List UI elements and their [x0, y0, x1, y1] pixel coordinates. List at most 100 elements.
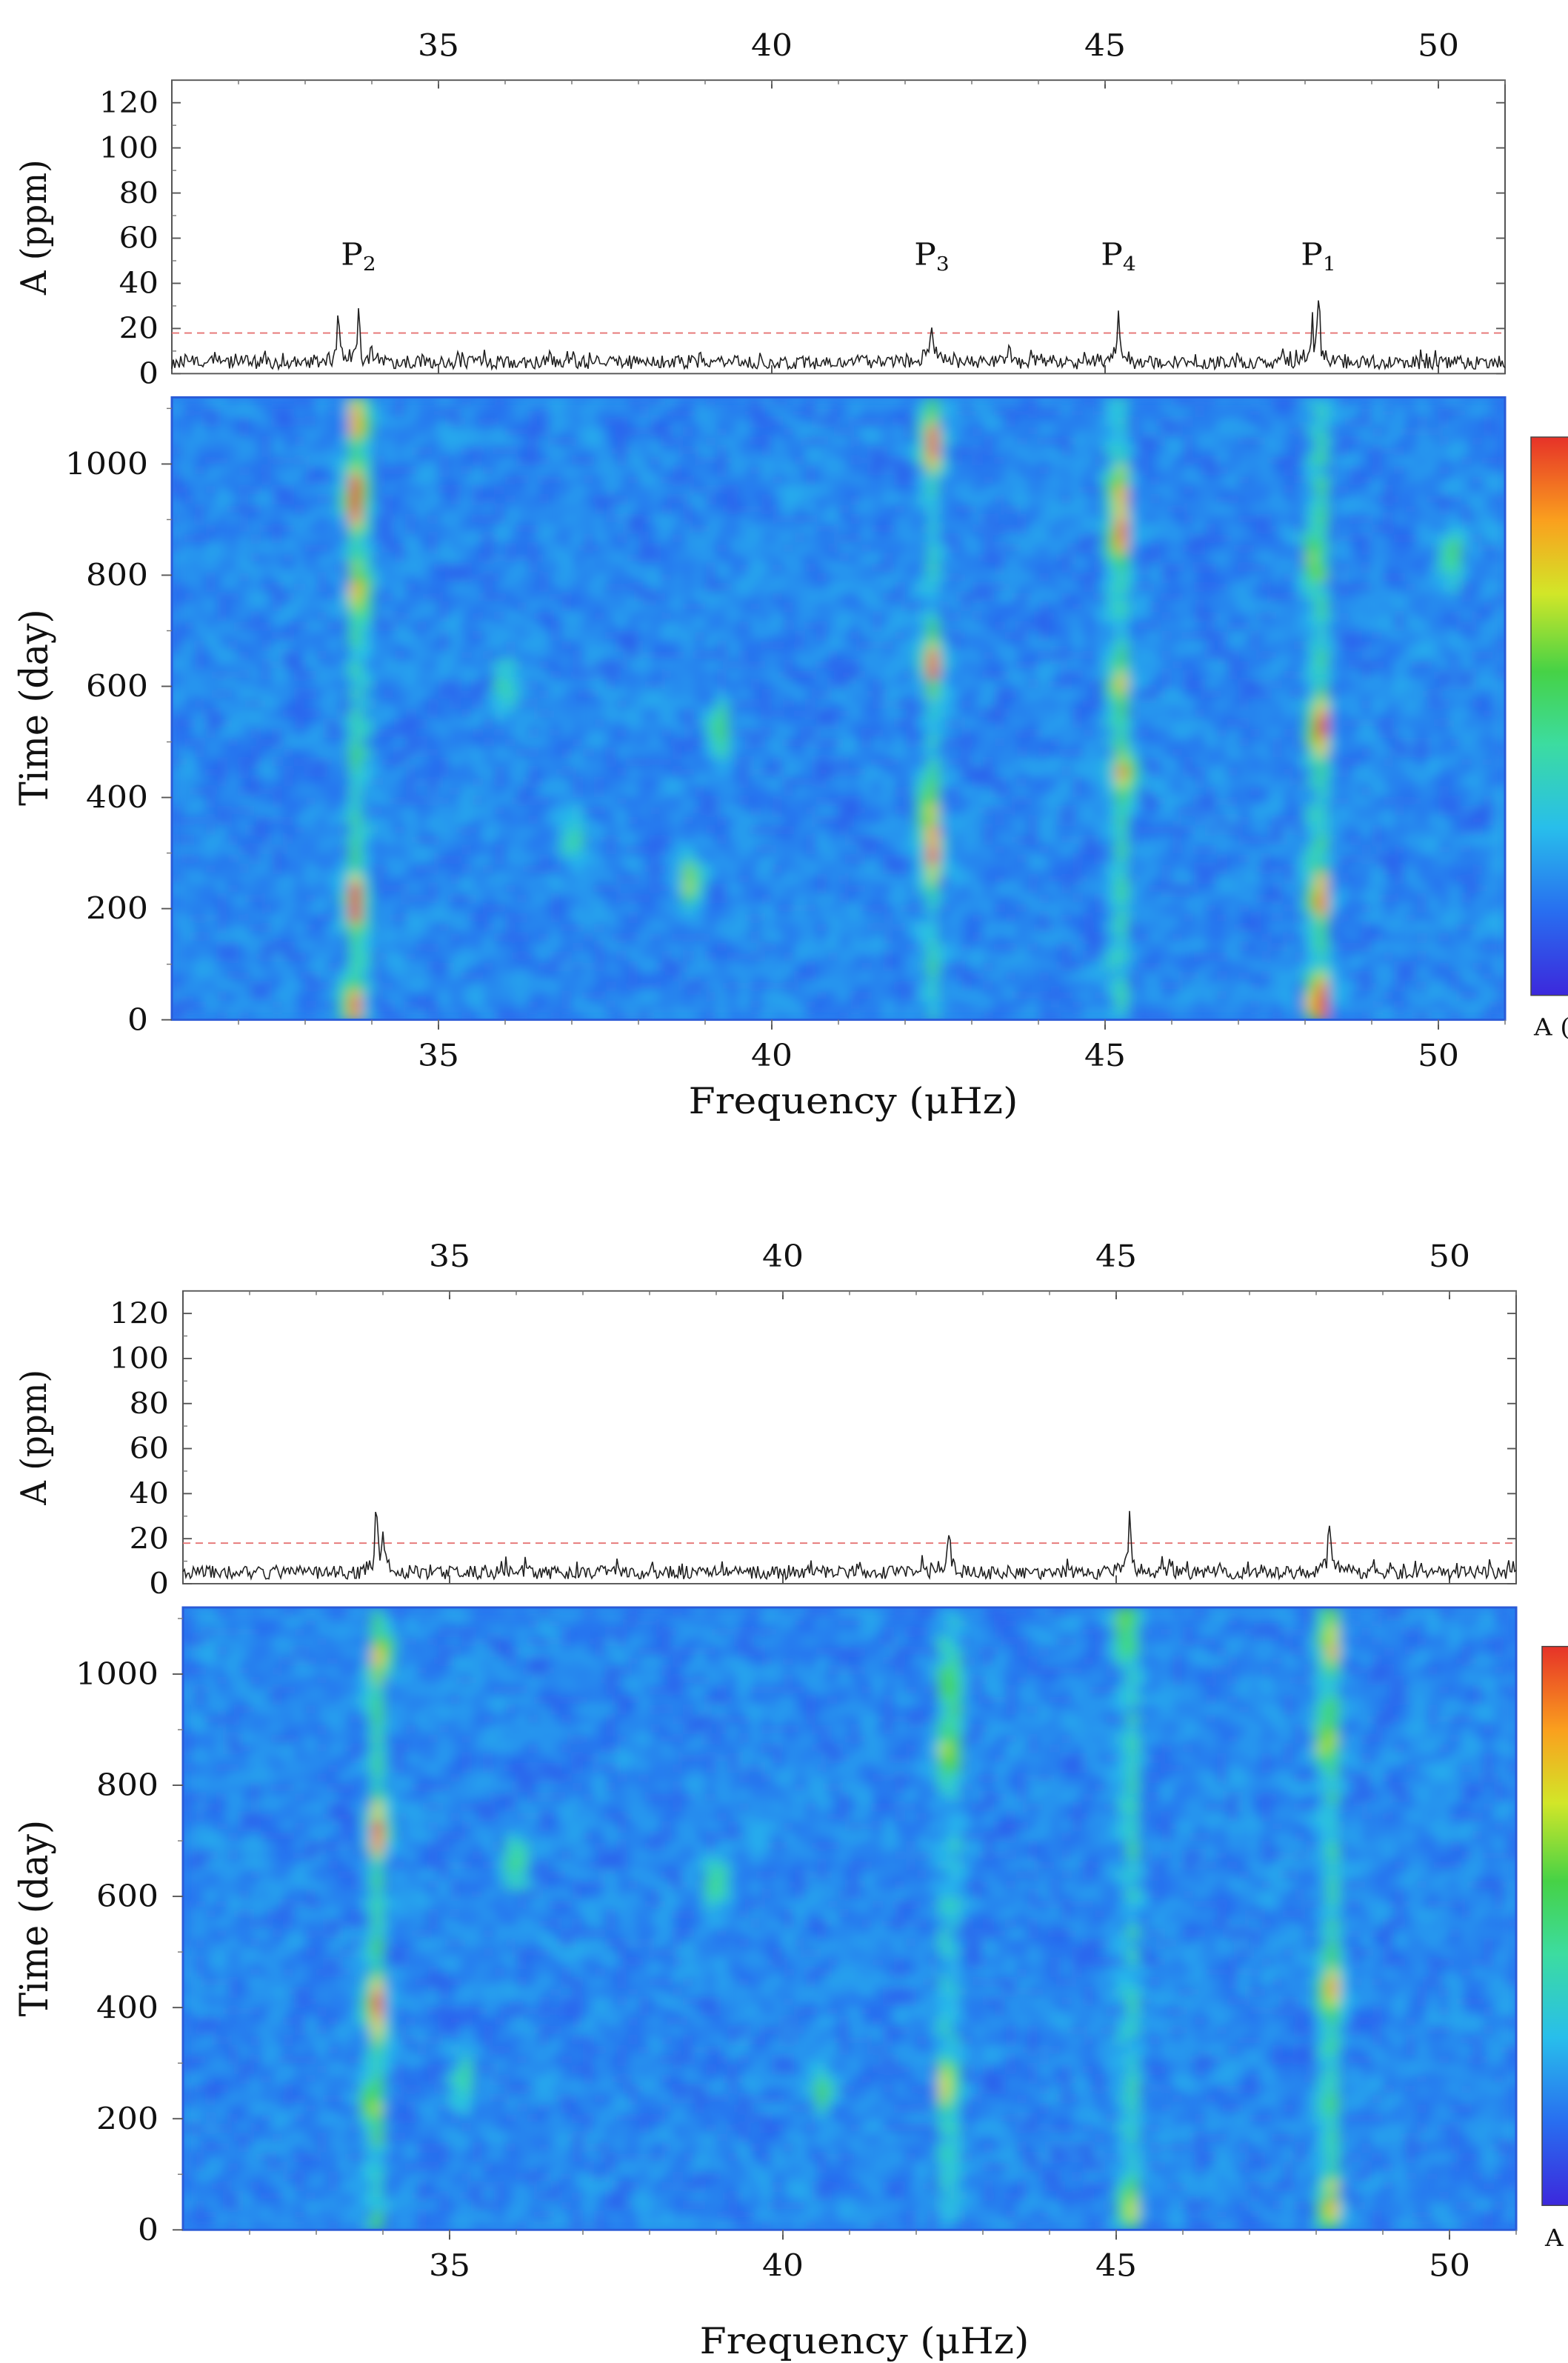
- heatmap-cell: [505, 932, 517, 943]
- heatmap-cell: [461, 475, 473, 486]
- heatmap-cell: [883, 504, 895, 515]
- heatmap-cell: [350, 689, 361, 700]
- heatmap-cell: [983, 1010, 995, 1020]
- heatmap-cell: [250, 727, 261, 739]
- heatmap-cell: [938, 621, 950, 632]
- heatmap-cell: [916, 767, 928, 778]
- heatmap-cell: [850, 446, 861, 456]
- heatmap-cell: [261, 456, 273, 467]
- heatmap-cell: [794, 670, 806, 680]
- heatmap-cell: [827, 718, 839, 729]
- heatmap-cell: [805, 854, 817, 865]
- heatmap-cell: [627, 504, 639, 515]
- heatmap-cell: [305, 416, 317, 427]
- heatmap-cell: [816, 659, 828, 670]
- heatmap-cell: [194, 699, 206, 710]
- heatmap-cell: [850, 854, 861, 865]
- heatmap-cell: [550, 922, 561, 933]
- heatmap-cell: [916, 893, 928, 904]
- heatmap-cell: [638, 670, 650, 680]
- heatmap-cell: [927, 776, 939, 787]
- heatmap-cell: [483, 659, 495, 670]
- heatmap-cell: [572, 446, 584, 456]
- heatmap-cell: [794, 922, 806, 933]
- heatmap-cell: [1005, 601, 1017, 613]
- heatmap-cell: [438, 581, 450, 593]
- heatmap-cell: [361, 922, 373, 933]
- heatmap-cell: [727, 932, 739, 943]
- heatmap-cell: [827, 708, 839, 719]
- heatmap-cell: [627, 708, 639, 719]
- heatmap-cell: [250, 776, 261, 787]
- heatmap-cell: [650, 475, 661, 486]
- heatmap-cell: [316, 981, 328, 992]
- heatmap-cell: [727, 1010, 739, 1020]
- heatmap-cell: [772, 592, 784, 602]
- heatmap-cell: [994, 903, 1006, 914]
- heatmap-cell: [538, 416, 550, 427]
- heatmap-cell: [316, 407, 328, 418]
- heatmap-cell: [838, 805, 850, 816]
- heatmap-cell: [861, 737, 873, 748]
- heatmap-cell: [272, 951, 284, 962]
- heatmap-cell: [316, 601, 328, 613]
- heatmap-cell: [294, 621, 306, 632]
- heatmap-cell: [638, 747, 650, 758]
- heatmap-cell: [183, 932, 195, 943]
- heatmap-cell: [661, 416, 673, 427]
- heatmap-cell: [561, 805, 573, 816]
- heatmap-cell: [883, 572, 895, 583]
- heatmap-cell: [627, 456, 639, 467]
- heatmap-cell: [250, 416, 261, 427]
- heatmap-cell: [505, 922, 517, 933]
- heatmap-cell: [172, 397, 184, 408]
- heatmap-cell: [816, 786, 828, 797]
- heatmap-cell: [772, 446, 784, 456]
- heatmap-cell: [761, 913, 773, 924]
- heatmap-cell: [783, 446, 795, 456]
- heatmap-cell: [616, 562, 628, 573]
- heatmap-cell: [805, 494, 817, 505]
- heatmap-cell: [427, 893, 439, 904]
- heatmap-cell: [961, 718, 973, 729]
- heatmap-cell: [661, 397, 673, 408]
- heatmap-cell: [538, 835, 550, 846]
- heatmap-cell: [350, 757, 361, 768]
- heatmap-cell: [527, 941, 539, 953]
- heatmap-cell: [494, 484, 506, 496]
- heatmap-cell: [327, 835, 339, 846]
- heatmap-cell: [227, 611, 239, 622]
- heatmap-cell: [983, 465, 995, 476]
- heatmap-cell: [216, 961, 228, 972]
- heatmap-cell: [305, 767, 317, 778]
- heatmap-cell: [361, 1000, 373, 1011]
- heatmap-cell: [250, 757, 261, 768]
- heatmap-cell: [172, 883, 184, 894]
- heatmap-cell: [783, 805, 795, 816]
- heatmap-cell: [205, 815, 217, 826]
- heatmap-cell: [494, 581, 506, 593]
- heatmap-cell: [661, 475, 673, 486]
- heatmap-cell: [516, 465, 528, 476]
- heatmap-cell: [1005, 903, 1017, 914]
- heatmap-cell: [216, 553, 228, 564]
- heatmap-cell: [650, 932, 661, 943]
- heatmap-cell: [916, 533, 928, 544]
- heatmap-cell: [172, 776, 184, 787]
- heatmap-cell: [816, 630, 828, 641]
- heatmap-cell: [316, 941, 328, 953]
- heatmap-cell: [505, 767, 517, 778]
- heatmap-cell: [294, 513, 306, 524]
- heatmap-cell: [972, 981, 984, 992]
- heatmap-cell: [994, 913, 1006, 924]
- heatmap-cell: [261, 981, 273, 992]
- heatmap-cell: [338, 971, 350, 981]
- heatmap-cell: [650, 426, 661, 437]
- heatmap-cell: [294, 757, 306, 768]
- heatmap-cell: [783, 436, 795, 447]
- heatmap-cell: [727, 601, 739, 613]
- heatmap-cell: [838, 416, 850, 427]
- heatmap-cell: [561, 757, 573, 768]
- heatmap-cell: [394, 864, 406, 875]
- heatmap-cell: [661, 708, 673, 719]
